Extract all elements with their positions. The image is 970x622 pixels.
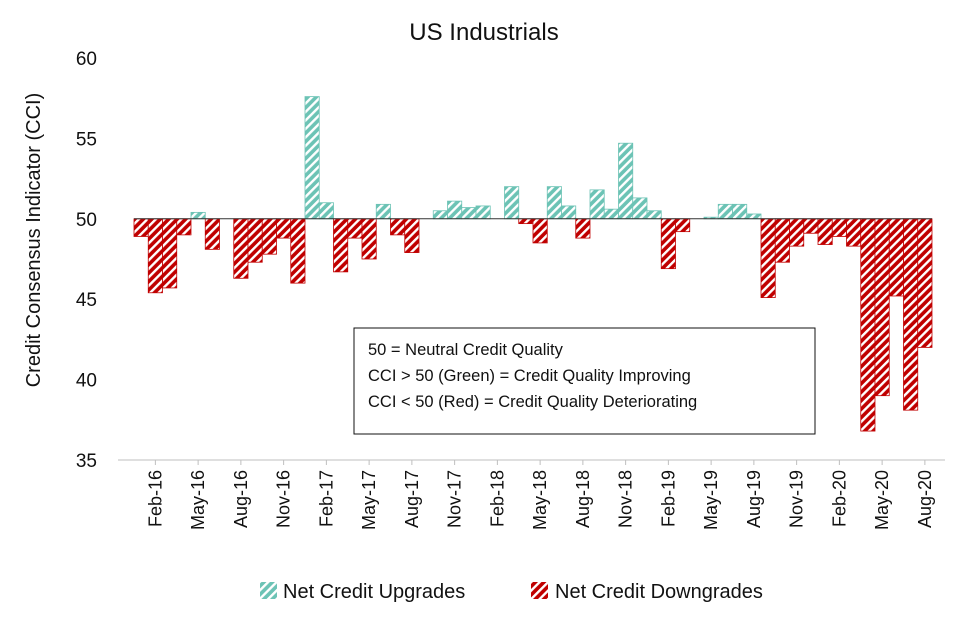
- bar-downgrade: [817, 218, 833, 245]
- x-tick-label: May-19: [701, 470, 721, 530]
- bar-upgrade: [603, 208, 619, 220]
- bar-downgrade: [133, 218, 149, 237]
- x-tick-label: May-17: [359, 470, 379, 530]
- bar-upgrade: [304, 96, 320, 220]
- y-tick-label: 35: [76, 451, 97, 472]
- y-tick-label: 60: [76, 49, 97, 70]
- x-tick-label: May-18: [530, 470, 550, 530]
- bar-downgrade: [276, 218, 292, 239]
- x-tick-label: Nov-17: [445, 470, 465, 528]
- bar-upgrade: [447, 200, 463, 220]
- x-axis-ticks: Feb-16 May-16 Aug-16 Nov-16 Feb-17 May-17 Aug-…: [145, 460, 935, 530]
- bar-upgrade: [432, 210, 448, 220]
- annotation-line-1: 50 = Neutral Credit Quality: [368, 341, 564, 359]
- x-tick-label: Nov-16: [274, 470, 294, 528]
- bar-upgrade: [318, 202, 334, 220]
- bar-upgrade: [646, 210, 662, 220]
- x-tick-label: Aug-20: [915, 470, 935, 528]
- bar-downgrade: [361, 218, 377, 260]
- bar-downgrade: [247, 218, 263, 263]
- bar-downgrade: [760, 218, 776, 298]
- bar-downgrade: [176, 218, 192, 236]
- bar-downgrade: [803, 218, 819, 234]
- y-tick-label: 45: [76, 290, 97, 311]
- bar-upgrade: [732, 203, 748, 220]
- annotation-line-3: CCI < 50 (Red) = Credit Quality Deterior…: [368, 393, 697, 411]
- legend-swatch-downgrades: [531, 582, 548, 599]
- x-tick-label: Feb-19: [658, 470, 678, 527]
- bar-upgrade: [190, 211, 206, 220]
- bar-downgrade: [860, 218, 876, 432]
- bar-upgrade: [632, 197, 648, 220]
- bar-downgrade: [390, 218, 406, 236]
- bar-upgrade: [546, 186, 562, 220]
- bar-upgrade: [475, 205, 491, 220]
- bar-downgrade: [347, 218, 363, 239]
- bar-upgrade: [504, 186, 520, 220]
- bar-downgrade: [290, 218, 306, 284]
- legend: Net Credit Upgrades Net Credit Downgrade…: [260, 581, 763, 603]
- legend-label-upgrades: Net Credit Upgrades: [283, 581, 465, 603]
- annotation-line-2: CCI > 50 (Green) = Credit Quality Improv…: [368, 367, 691, 385]
- bar-downgrade: [660, 218, 676, 270]
- annotation-box: 50 = Neutral Credit Quality CCI > 50 (Gr…: [353, 327, 816, 435]
- bar-upgrade: [375, 203, 391, 220]
- bars: [133, 96, 933, 432]
- y-tick-label: 55: [76, 129, 97, 150]
- bar-upgrade: [746, 213, 762, 220]
- bar-downgrade: [874, 218, 890, 397]
- bar-downgrade: [917, 218, 933, 348]
- legend-swatch-upgrades: [260, 582, 277, 599]
- bar-upgrade: [461, 207, 477, 220]
- y-tick-label: 40: [76, 371, 97, 392]
- bar-downgrade: [532, 218, 548, 244]
- x-tick-label: Aug-17: [402, 470, 422, 528]
- bar-downgrade: [675, 218, 691, 233]
- chart-title: US Industrials: [409, 19, 558, 46]
- y-axis-label: Credit Consensus Indicator (CCI): [23, 93, 45, 388]
- bar-downgrade: [233, 218, 249, 279]
- bar-downgrade: [518, 218, 534, 225]
- x-tick-label: May-20: [872, 470, 892, 530]
- bar-downgrade: [204, 218, 220, 250]
- x-tick-label: Aug-19: [744, 470, 764, 528]
- bar-downgrade: [903, 218, 919, 411]
- bar-downgrade: [333, 218, 349, 273]
- x-tick-label: Nov-18: [616, 470, 636, 528]
- bar-downgrade: [147, 218, 163, 294]
- bar-upgrade: [618, 142, 634, 220]
- bar-downgrade: [831, 218, 847, 237]
- bar-downgrade: [774, 218, 790, 263]
- x-tick-label: Feb-20: [829, 470, 849, 527]
- bar-downgrade: [888, 218, 904, 297]
- x-tick-label: Aug-18: [573, 470, 593, 528]
- x-tick-label: Nov-19: [787, 470, 807, 528]
- bar-upgrade: [561, 205, 577, 220]
- bar-upgrade: [589, 189, 605, 220]
- x-tick-label: Feb-17: [316, 470, 336, 527]
- bar-downgrade: [789, 218, 805, 247]
- bar-upgrade: [717, 203, 733, 220]
- y-tick-label: 50: [76, 210, 97, 231]
- bar-downgrade: [846, 218, 862, 247]
- x-tick-label: Aug-16: [231, 470, 251, 528]
- x-tick-label: Feb-16: [145, 470, 165, 527]
- bar-downgrade: [162, 218, 178, 289]
- x-tick-label: May-16: [188, 470, 208, 530]
- legend-label-downgrades: Net Credit Downgrades: [555, 581, 763, 603]
- bar-downgrade: [261, 218, 277, 255]
- y-axis-ticks: 35 40 45 50 55 60: [76, 49, 97, 472]
- x-tick-label: Feb-18: [487, 470, 507, 527]
- bar-downgrade: [404, 218, 420, 253]
- bar-downgrade: [575, 218, 591, 239]
